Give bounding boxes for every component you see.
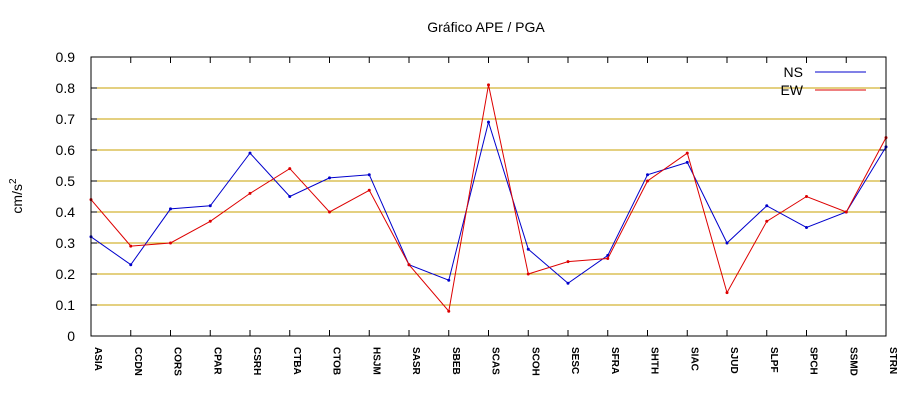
legend-label-ew: EW — [780, 82, 803, 98]
chart-title: Gráfico APE / PGA — [427, 19, 545, 35]
x-tick-label: CTOB — [331, 347, 342, 375]
data-point-ew — [844, 210, 848, 214]
data-point-ew — [407, 263, 411, 267]
data-point-ew — [685, 151, 689, 155]
data-point-ew — [447, 309, 451, 313]
data-point-ew — [765, 219, 769, 223]
data-point-ew — [367, 188, 371, 192]
x-tick-label: CCDN — [132, 347, 143, 376]
y-tick-label: 0.1 — [56, 297, 76, 313]
x-tick-label: SHTH — [649, 347, 660, 374]
data-point-ew — [566, 260, 570, 264]
y-axis-label: cm/s2 — [8, 178, 25, 214]
x-tick-label: ASIA — [92, 347, 103, 371]
data-point-ns — [248, 151, 252, 155]
data-point-ns — [288, 195, 292, 198]
legend-label-ns: NS — [784, 64, 803, 80]
x-tick-label: SBEB — [450, 347, 461, 375]
data-point-ns — [765, 204, 769, 208]
data-point-ns — [526, 247, 530, 251]
series-lines — [89, 83, 888, 313]
plot-frame — [90, 56, 887, 337]
y-axis-ticks: 0 0.1 0.2 0.3 0.4 0.5 0.6 0.7 0.8 0.9 — [56, 49, 886, 344]
data-point-ew — [288, 167, 292, 171]
data-point-ew — [248, 191, 252, 195]
data-point-ns — [566, 281, 570, 285]
y-tick-label: 0.9 — [56, 49, 76, 65]
y-tick-label: 0.2 — [56, 266, 76, 282]
y-tick-label: 0.6 — [56, 142, 76, 158]
x-tick-label: SLPF — [768, 347, 779, 373]
x-tick-label: CSRH — [251, 347, 262, 375]
x-tick-label: SESC — [569, 347, 580, 374]
y-tick-label: 0 — [67, 328, 75, 344]
data-point-ew — [487, 83, 490, 87]
data-point-ew — [129, 244, 133, 248]
data-point-ew — [328, 210, 331, 214]
x-tick-label: STRN — [887, 347, 898, 374]
x-tick-label: SIAC — [688, 347, 699, 371]
data-point-ew — [805, 195, 808, 198]
data-point-ns — [725, 241, 729, 245]
data-point-ew — [725, 291, 729, 295]
data-point-ew — [606, 257, 610, 260]
series-line-ns — [90, 120, 887, 284]
legend: NS EW — [780, 64, 866, 98]
y-tick-label: 0.4 — [56, 204, 76, 220]
data-point-ns — [328, 176, 331, 180]
data-point-ns — [169, 207, 172, 211]
y-tick-label: 0.5 — [56, 173, 76, 189]
data-point-ns — [447, 278, 451, 282]
data-point-ew — [646, 179, 649, 183]
x-tick-label: SCOH — [529, 347, 540, 376]
x-tick-label: SFRA — [609, 347, 620, 374]
data-point-ns — [685, 160, 689, 164]
x-axis-ticks: ASIA CCDN CORS CPAR CSRH CTBA CTOB HSJM SASR SBEB… — [90, 57, 898, 376]
x-tick-label: SJUD — [728, 347, 739, 374]
x-tick-label: HSJM — [370, 347, 381, 375]
x-tick-label: SCAS — [490, 347, 501, 375]
x-tick-label: SPCH — [808, 347, 819, 375]
y-tick-label: 0.7 — [56, 111, 76, 127]
y-tick-label: 0.3 — [56, 235, 76, 251]
data-point-ns — [367, 173, 371, 177]
data-point-ns — [646, 173, 649, 177]
x-tick-label: SSMD — [847, 347, 858, 376]
data-point-ns — [208, 204, 212, 208]
data-point-ew — [208, 219, 212, 223]
data-point-ns — [487, 120, 490, 124]
x-tick-label: CTBA — [291, 347, 302, 375]
x-tick-label: CORS — [172, 347, 183, 376]
x-tick-label: SASR — [410, 347, 421, 376]
y-tick-label: 0.8 — [56, 80, 76, 96]
x-tick-label: CPAR — [211, 347, 222, 375]
data-point-ew — [169, 241, 172, 245]
data-point-ew — [526, 272, 530, 276]
data-point-ns — [805, 226, 808, 229]
data-point-ns — [129, 263, 133, 267]
